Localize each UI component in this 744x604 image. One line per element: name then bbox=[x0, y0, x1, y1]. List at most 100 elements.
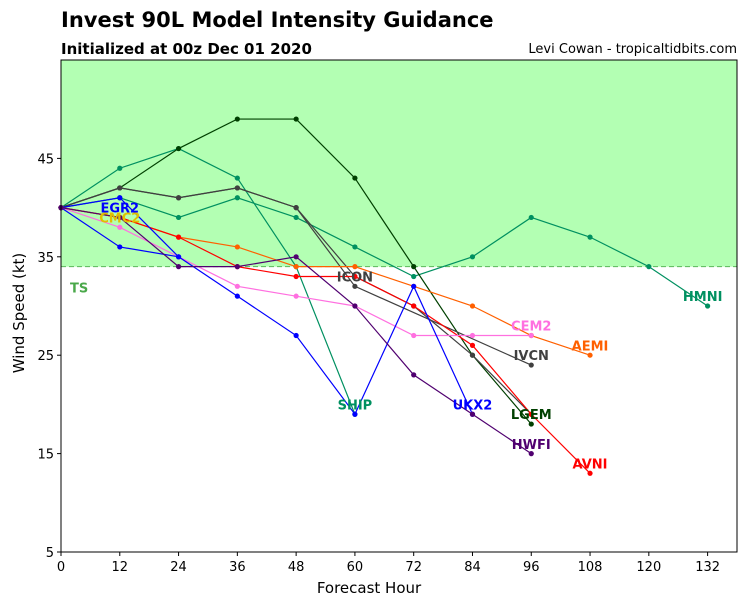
x-tick-label: 48 bbox=[288, 560, 305, 575]
series-point-aemi bbox=[293, 264, 299, 270]
series-label-ukx2: UKX2 bbox=[453, 398, 493, 413]
chart-title: Invest 90L Model Intensity Guidance bbox=[61, 8, 494, 32]
series-point-hwfi bbox=[411, 372, 417, 378]
series-point-hmni bbox=[705, 303, 711, 309]
series-point-lgem bbox=[352, 175, 358, 181]
x-axis-label: Forecast Hour bbox=[317, 579, 422, 597]
band-layer: TS bbox=[61, 60, 737, 297]
series-point-avni bbox=[293, 273, 299, 280]
series-point-ukx2 bbox=[293, 332, 299, 339]
series-point-hmni bbox=[528, 214, 534, 221]
series-point-ukx2 bbox=[411, 283, 417, 289]
series-label-cmc2: CMC2 bbox=[99, 211, 140, 226]
series-label-egr2: EGR2 bbox=[100, 202, 139, 217]
series-point-hwfi bbox=[528, 451, 534, 457]
band-fill-ts bbox=[61, 60, 737, 267]
series-point-icon bbox=[175, 195, 182, 201]
axes-layer: 0 12 24 36 48 60 72 84 96 108 120 132 5 15 25 35 45 Forec… bbox=[10, 59, 738, 597]
series-point-hmni bbox=[646, 264, 652, 270]
series-point-ivcn bbox=[528, 362, 534, 368]
series-point-lgem bbox=[293, 116, 299, 122]
series-point-icon bbox=[117, 185, 123, 191]
series-point-avni bbox=[352, 273, 358, 280]
x-tick-label: 72 bbox=[405, 560, 422, 575]
x-tick-label: 0 bbox=[57, 560, 65, 575]
series-point-hwfi bbox=[234, 264, 240, 270]
series-point-egr2 bbox=[117, 244, 123, 250]
series-label-ship: SHIP bbox=[338, 398, 373, 413]
y-axis-label: Wind Speed (kt) bbox=[10, 253, 28, 374]
x-tick-label: 12 bbox=[112, 560, 129, 575]
y-tick-label: 15 bbox=[37, 448, 54, 463]
series-point-ukx2 bbox=[117, 195, 123, 201]
chart-subtitle: Initialized at 00z Dec 01 2020 bbox=[61, 40, 312, 58]
x-tick-label: 60 bbox=[347, 560, 364, 575]
series-label-ivcn: IVCN bbox=[514, 349, 549, 364]
x-tick-label: 24 bbox=[170, 560, 187, 575]
band-label-ts: TS bbox=[70, 282, 88, 297]
y-tick-label: 35 bbox=[37, 251, 54, 266]
series-point-aemi bbox=[352, 264, 358, 270]
series-point-cem2 bbox=[469, 332, 476, 339]
series-point-hmni bbox=[411, 273, 417, 280]
y-tick-label: 5 bbox=[46, 546, 54, 561]
series-point-hmni bbox=[469, 254, 476, 260]
series-point-aemi bbox=[469, 303, 476, 309]
series-label-lgem: LGEM bbox=[511, 408, 552, 423]
series-point-cem2 bbox=[528, 332, 534, 339]
x-tick-label: 132 bbox=[695, 560, 720, 575]
chart-credit: Levi Cowan - tropicaltidbits.com bbox=[528, 42, 737, 57]
series-point-hmni bbox=[352, 244, 358, 250]
series-point-lgem bbox=[234, 116, 240, 122]
series-point-ivcn bbox=[352, 283, 358, 289]
series-point-aemi bbox=[587, 352, 593, 358]
series-point-hwfi bbox=[175, 264, 182, 270]
series-point-avni bbox=[587, 470, 593, 476]
series-point-avni bbox=[469, 342, 476, 348]
series-point-hwfi bbox=[293, 254, 299, 260]
series-line-ship bbox=[60, 147, 356, 415]
series-point-hmni bbox=[293, 214, 299, 221]
x-tick-label: 108 bbox=[578, 560, 603, 575]
series-point-ukx2 bbox=[352, 411, 358, 417]
y-tick-label: 25 bbox=[37, 349, 54, 364]
series-point-hwfi bbox=[469, 411, 476, 417]
x-tick-label: 84 bbox=[464, 560, 481, 575]
series-point-ukx2 bbox=[175, 254, 182, 260]
series-point-avni bbox=[528, 411, 534, 417]
series-label-hwfi: HWFI bbox=[512, 438, 551, 453]
series-point-aemi bbox=[234, 244, 240, 250]
series-line-ukx2 bbox=[60, 197, 474, 416]
series-point-hmni bbox=[587, 234, 593, 240]
series-label-aemi: AEMI bbox=[572, 339, 609, 354]
series-point-hmni bbox=[175, 214, 182, 221]
series-point-lgem bbox=[528, 421, 534, 427]
series-point-icon bbox=[469, 352, 476, 358]
series-label-cem2: CEM2 bbox=[511, 320, 551, 335]
series-point-icon bbox=[293, 205, 299, 211]
series-point-avni bbox=[411, 303, 417, 309]
x-tick-label: 120 bbox=[636, 560, 661, 575]
series-point-ship bbox=[117, 165, 123, 171]
series-point-hwfi bbox=[117, 214, 123, 221]
series-label-avni: AVNI bbox=[573, 457, 608, 472]
x-tick-label: 96 bbox=[523, 560, 540, 575]
series-label-icon: ICON bbox=[337, 270, 373, 285]
series-point-cem2 bbox=[234, 283, 240, 289]
series-label-hmni: HMNI bbox=[683, 290, 723, 305]
series-point-hwfi bbox=[352, 303, 358, 309]
series-point-avni bbox=[175, 234, 182, 240]
series-point-cem2 bbox=[293, 293, 299, 299]
series-point-ukx2 bbox=[234, 293, 240, 299]
series-point-lgem bbox=[175, 145, 182, 152]
series-point-cem2 bbox=[411, 332, 417, 339]
label-layer: HMNI SHIP LGEM IVCN ICON AEMI AVNI CEM2 EGR2 UKX2… bbox=[99, 202, 722, 473]
series-line-hmni bbox=[60, 197, 708, 307]
series-layer bbox=[58, 116, 711, 476]
y-tick-label: 45 bbox=[37, 152, 54, 167]
series-point-lgem bbox=[411, 264, 417, 270]
series-point-cem2 bbox=[117, 224, 123, 230]
series-point-hmni bbox=[234, 195, 240, 201]
x-tick-label: 36 bbox=[229, 560, 246, 575]
